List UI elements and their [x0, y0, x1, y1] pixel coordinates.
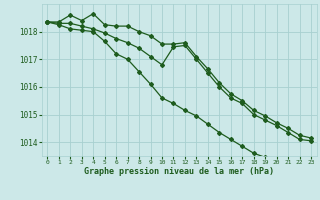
- X-axis label: Graphe pression niveau de la mer (hPa): Graphe pression niveau de la mer (hPa): [84, 167, 274, 176]
